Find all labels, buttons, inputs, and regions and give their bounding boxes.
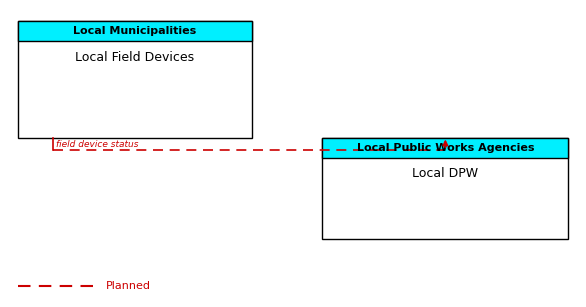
Text: Local Field Devices: Local Field Devices <box>75 51 195 64</box>
Text: Local Municipalities: Local Municipalities <box>73 26 196 37</box>
Text: field device status: field device status <box>56 140 138 149</box>
Text: Local Public Works Agencies: Local Public Works Agencies <box>357 143 534 153</box>
Bar <box>18 21 252 138</box>
Bar <box>322 138 568 239</box>
Text: Local DPW: Local DPW <box>413 167 478 180</box>
Bar <box>18 21 252 41</box>
Bar <box>322 138 568 158</box>
Text: Planned: Planned <box>105 281 151 290</box>
